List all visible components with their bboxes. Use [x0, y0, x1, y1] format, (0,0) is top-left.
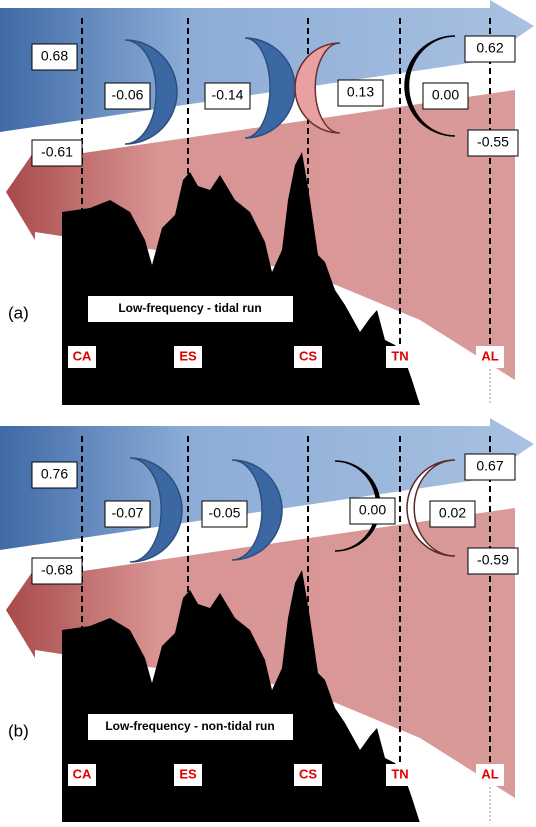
station-label: CA — [73, 766, 92, 781]
station-label: AL — [481, 348, 498, 363]
value-label: 0.62 — [476, 40, 503, 56]
value-label: 0.00 — [359, 502, 386, 518]
value-label: -0.07 — [112, 505, 144, 521]
run-title: Low-frequency - tidal run — [118, 301, 261, 315]
value-label: -0.05 — [209, 505, 241, 521]
panel-label: (b) — [8, 721, 29, 740]
station-label: CA — [73, 348, 92, 363]
value-label: 0.02 — [439, 505, 466, 521]
run-title: Low-frequency - non-tidal run — [105, 719, 274, 733]
station-label: TN — [391, 348, 408, 363]
panel: -0.07 -0.05 0.00 0.02 0.76 -0.68 0.67 -0.59 Low-… — [0, 418, 534, 822]
value-label: 0.00 — [432, 87, 459, 103]
value-label: -0.59 — [477, 552, 509, 568]
panel: -0.06 -0.14 0.13 0.00 0.68 -0.61 0.62 -0.55 Low-… — [0, 0, 534, 405]
value-label: 0.68 — [41, 48, 68, 64]
value-label: -0.61 — [41, 144, 73, 160]
station-label: CS — [299, 348, 317, 363]
station-label: CS — [299, 766, 317, 781]
panel-label: (a) — [8, 303, 29, 322]
station-label: AL — [481, 766, 498, 781]
value-label: -0.68 — [41, 562, 73, 578]
value-label: -0.55 — [477, 134, 509, 150]
value-label: -0.06 — [112, 87, 144, 103]
value-label: -0.14 — [212, 87, 244, 103]
value-label: 0.67 — [476, 458, 503, 474]
figure: -0.06 -0.14 0.13 0.00 0.68 -0.61 0.62 -0.55 Low-… — [0, 0, 536, 822]
station-label: TN — [391, 766, 408, 781]
value-label: 0.76 — [41, 466, 68, 482]
station-label: ES — [179, 766, 197, 781]
station-label: ES — [179, 348, 197, 363]
value-label: 0.13 — [347, 84, 374, 100]
